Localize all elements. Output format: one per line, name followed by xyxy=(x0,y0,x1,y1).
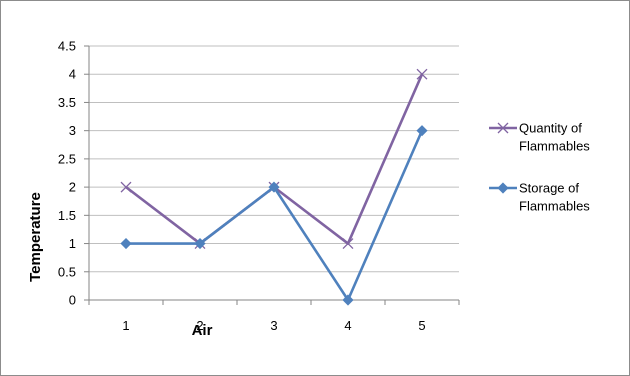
legend-entry-0: Quantity of Flammables xyxy=(489,121,590,154)
x-tick-label: 5 xyxy=(418,318,425,333)
data-point-0 xyxy=(416,68,428,80)
y-axis-title: Temperature xyxy=(27,192,44,282)
legend-label-1: Storage of xyxy=(519,181,579,196)
y-tick-label: 3.5 xyxy=(58,95,76,110)
legend-entry-1: Storage of Flammables xyxy=(489,181,590,214)
y-tick-label: 0.5 xyxy=(58,264,76,279)
legend-label-0: Quantity of xyxy=(519,121,582,136)
data-point-0 xyxy=(120,181,132,193)
x-tick-label: 4 xyxy=(344,318,351,333)
legend-marker-1 xyxy=(497,182,509,194)
legend: Quantity of Flammables Storage of Flammable… xyxy=(489,121,590,214)
y-tick-label: 1 xyxy=(69,236,76,251)
y-tick-label: 2.5 xyxy=(58,151,76,166)
data-point-1 xyxy=(120,237,132,250)
x-tick-label: 1 xyxy=(122,318,129,333)
x-tick-label: 2 xyxy=(196,318,203,333)
y-tick-label: 4.5 xyxy=(58,39,76,54)
x-axis-title: Air xyxy=(192,322,213,339)
y-tick-label: 3 xyxy=(69,123,76,138)
data-point-1 xyxy=(416,125,428,137)
axes xyxy=(84,45,460,305)
y-tick-label: 0 xyxy=(69,293,76,308)
legend-label-1: Flammables xyxy=(519,199,590,214)
series-lines xyxy=(120,68,428,306)
y-tick-label: 2 xyxy=(69,180,76,195)
data-point-0 xyxy=(342,238,354,250)
y-tick-label: 4 xyxy=(69,67,76,82)
data-point-1 xyxy=(342,294,354,306)
y-axis-tick-labels: 0 0.5 1 1.5 2 2.5 3 3.5 4 4.5 xyxy=(58,39,76,308)
x-axis-tick-labels: 1 2 3 4 5 xyxy=(122,318,425,333)
data-point-1 xyxy=(268,181,280,193)
y-tick-label: 1.5 xyxy=(58,208,76,223)
legend-marker-0 xyxy=(497,122,509,134)
data-point-1 xyxy=(194,237,206,250)
x-tick-label: 3 xyxy=(270,318,277,333)
legend-label-0: Flammables xyxy=(519,139,590,154)
